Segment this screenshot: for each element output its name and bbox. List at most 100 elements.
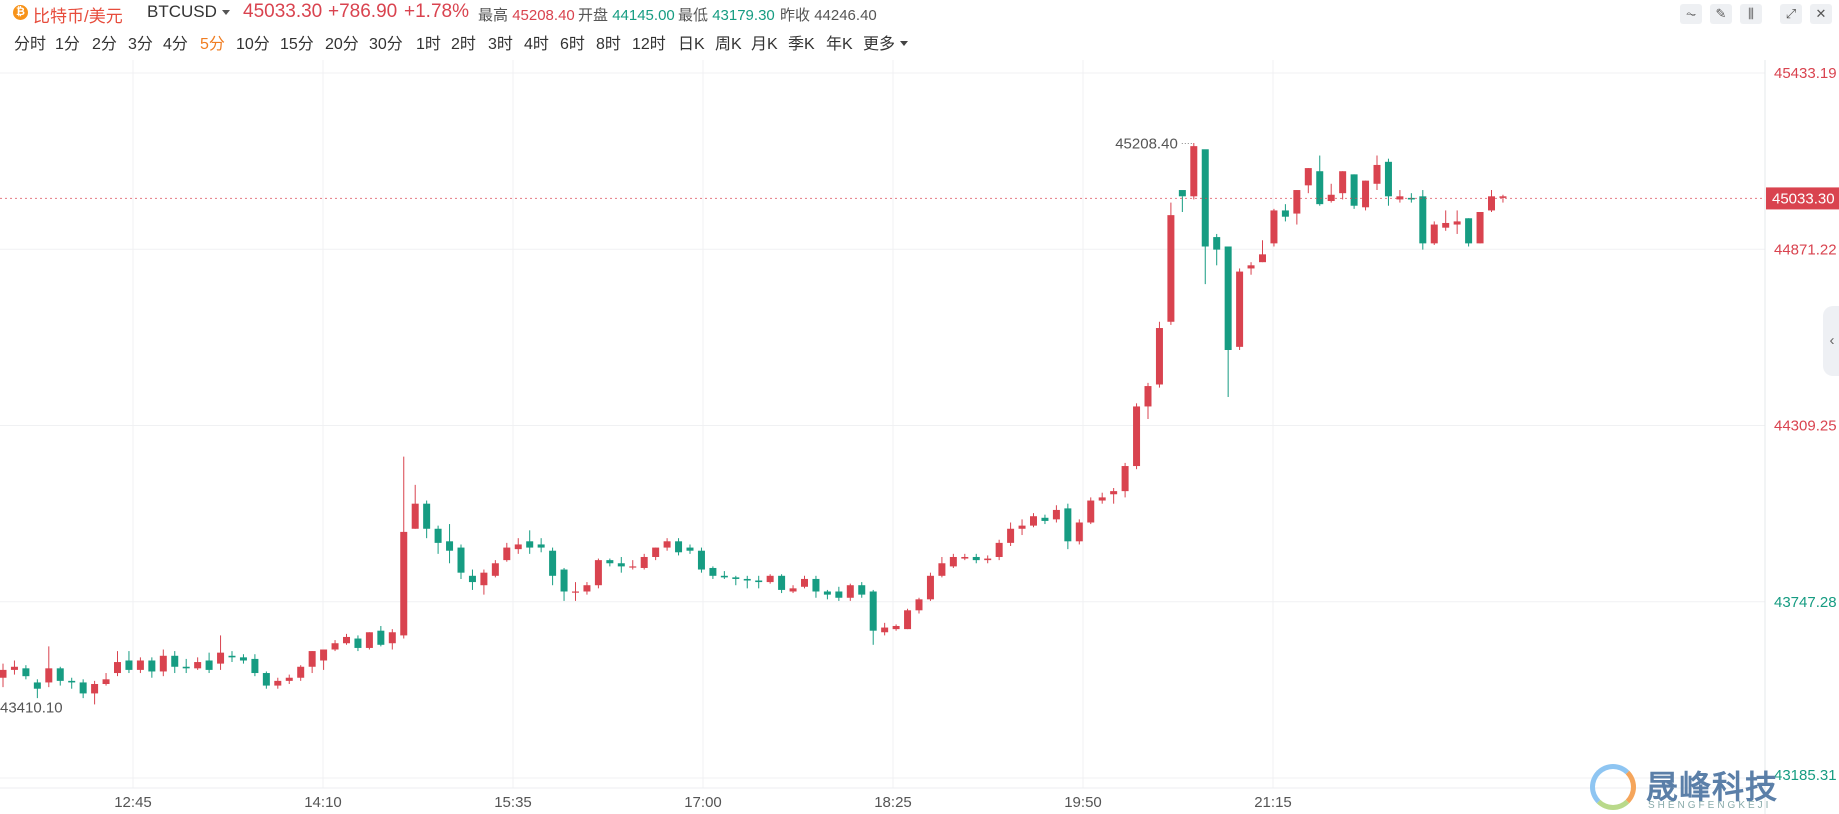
- period-tab-6[interactable]: 10分: [236, 36, 270, 53]
- draw-pen-icon[interactable]: ✎: [1710, 4, 1732, 24]
- candle-body: [388, 632, 396, 644]
- candle-body: [1133, 406, 1141, 467]
- candle-body: [1167, 215, 1175, 322]
- close-icon[interactable]: ✕: [1810, 4, 1832, 24]
- period-tab-19[interactable]: 月K: [751, 36, 778, 53]
- candle-body: [1121, 466, 1129, 492]
- x-tick-label: 15:35: [494, 794, 532, 811]
- candle-body: [526, 541, 534, 548]
- high-label: 最高: [478, 7, 509, 24]
- candle-body: [1270, 210, 1278, 244]
- period-tab-2[interactable]: 2分: [92, 36, 117, 53]
- candle-body: [217, 652, 225, 664]
- candle-body: [68, 680, 76, 683]
- low-label: 最低: [678, 7, 709, 24]
- period-tab-7[interactable]: 15分: [280, 36, 314, 53]
- period-tab-13[interactable]: 4时: [524, 36, 549, 53]
- candlestick-icon[interactable]: ⫼: [1740, 4, 1762, 24]
- candle-body: [159, 655, 167, 672]
- candle-body: [365, 632, 373, 648]
- candle-body: [308, 651, 316, 667]
- candle-body: [629, 566, 637, 568]
- open-label: 开盘: [578, 7, 609, 24]
- period-tab-22[interactable]: 更多: [863, 36, 896, 53]
- period-tab-20[interactable]: 季K: [788, 36, 815, 53]
- candle-body: [1384, 161, 1392, 197]
- candle-body: [354, 638, 362, 648]
- symbol-name-cn[interactable]: 比特币/美元: [33, 7, 123, 26]
- candle-body: [239, 657, 247, 661]
- period-tab-17[interactable]: 日K: [678, 36, 705, 53]
- candle-body: [766, 575, 774, 583]
- candle-body: [1236, 271, 1244, 347]
- candle-body: [938, 563, 946, 576]
- period-tab-3[interactable]: 3分: [128, 36, 153, 53]
- fullscreen-icon[interactable]: ⤢: [1780, 4, 1802, 24]
- period-tab-0[interactable]: 分时: [14, 36, 47, 53]
- period-tab-4[interactable]: 4分: [163, 36, 188, 53]
- candle-body: [583, 585, 591, 592]
- x-tick-label: 12:45: [114, 794, 152, 811]
- symbol-code[interactable]: BTCUSD: [147, 2, 217, 21]
- period-tab-12[interactable]: 3时: [488, 36, 513, 53]
- candle-body: [675, 541, 683, 553]
- candle-body: [881, 627, 889, 633]
- period-tab-21[interactable]: 年K: [826, 36, 853, 53]
- candle-body: [182, 666, 190, 669]
- candle-body: [892, 625, 900, 630]
- candle-body: [1293, 190, 1301, 214]
- period-tab-1[interactable]: 1分: [55, 36, 80, 53]
- line-chart-icon[interactable]: ⏦: [1680, 4, 1702, 24]
- candle-body: [457, 547, 465, 573]
- candle-body: [812, 578, 820, 592]
- candle-body: [1075, 522, 1083, 542]
- candle-body: [274, 680, 282, 686]
- period-tab-5[interactable]: 5分: [200, 36, 225, 53]
- period-tab-9[interactable]: 30分: [369, 36, 403, 53]
- candle-body: [1499, 196, 1507, 198]
- period-tab-16[interactable]: 12时: [632, 36, 666, 53]
- candle-body: [136, 660, 144, 670]
- candle-body: [1419, 196, 1427, 244]
- candle-body: [1476, 211, 1484, 244]
- period-tab-14[interactable]: 6时: [560, 36, 585, 53]
- candle-body: [869, 591, 877, 631]
- more-dropdown-caret-icon[interactable]: [900, 41, 908, 46]
- collapse-panel-chevron-icon[interactable]: ‹: [1823, 306, 1839, 376]
- period-tab-15[interactable]: 8时: [596, 36, 621, 53]
- candle-body: [1350, 174, 1358, 206]
- symbol-dropdown-caret-icon[interactable]: [222, 10, 230, 15]
- bitcoin-icon: ₿: [13, 5, 28, 20]
- candle-body: [1396, 196, 1404, 200]
- y-tick-label: 44309.25: [1774, 418, 1837, 435]
- candle-body: [148, 660, 156, 672]
- current-price-tag-label: 45033.30: [1772, 190, 1835, 207]
- watermark-logo: 晟峰科技 SHENGFENGKEJI: [1588, 762, 1838, 814]
- candle-body: [1304, 168, 1312, 186]
- candle-body: [1339, 171, 1347, 194]
- candle-body: [56, 668, 64, 681]
- candle-body: [846, 585, 854, 598]
- candle-body: [102, 679, 110, 685]
- period-tab-10[interactable]: 1时: [416, 36, 441, 53]
- period-tab-11[interactable]: 2时: [451, 36, 476, 53]
- candle-body: [1064, 508, 1072, 542]
- candle-body: [1007, 528, 1015, 543]
- candle-body: [961, 556, 969, 559]
- candle-body: [1465, 218, 1473, 244]
- candle-body: [1213, 237, 1221, 250]
- period-tab-8[interactable]: 20分: [325, 36, 359, 53]
- candle-body: [652, 547, 660, 557]
- watermark-name-en: SHENGFENGKEJI: [1648, 800, 1772, 811]
- high-annotation-label: 45208.40: [1115, 136, 1178, 153]
- candle-body: [697, 550, 705, 570]
- period-tab-18[interactable]: 周K: [715, 36, 742, 53]
- candlestick-chart[interactable]: 45433.19 44871.22 44309.25 43747.28 43185.31…: [0, 60, 1839, 814]
- period-tabs: 分时 1分 2分 3分 4分 5分 10分 15分 20分 30分 1时 2时 3时 4时 6时 8时 12时日…: [0, 30, 1000, 54]
- last-price: 45033.30: [243, 1, 323, 22]
- candle-body: [743, 578, 751, 581]
- candle-body: [995, 542, 1003, 557]
- candle-body: [1327, 194, 1335, 202]
- high-stat: 最高 45208.40: [478, 4, 575, 25]
- candle-body: [10, 666, 18, 670]
